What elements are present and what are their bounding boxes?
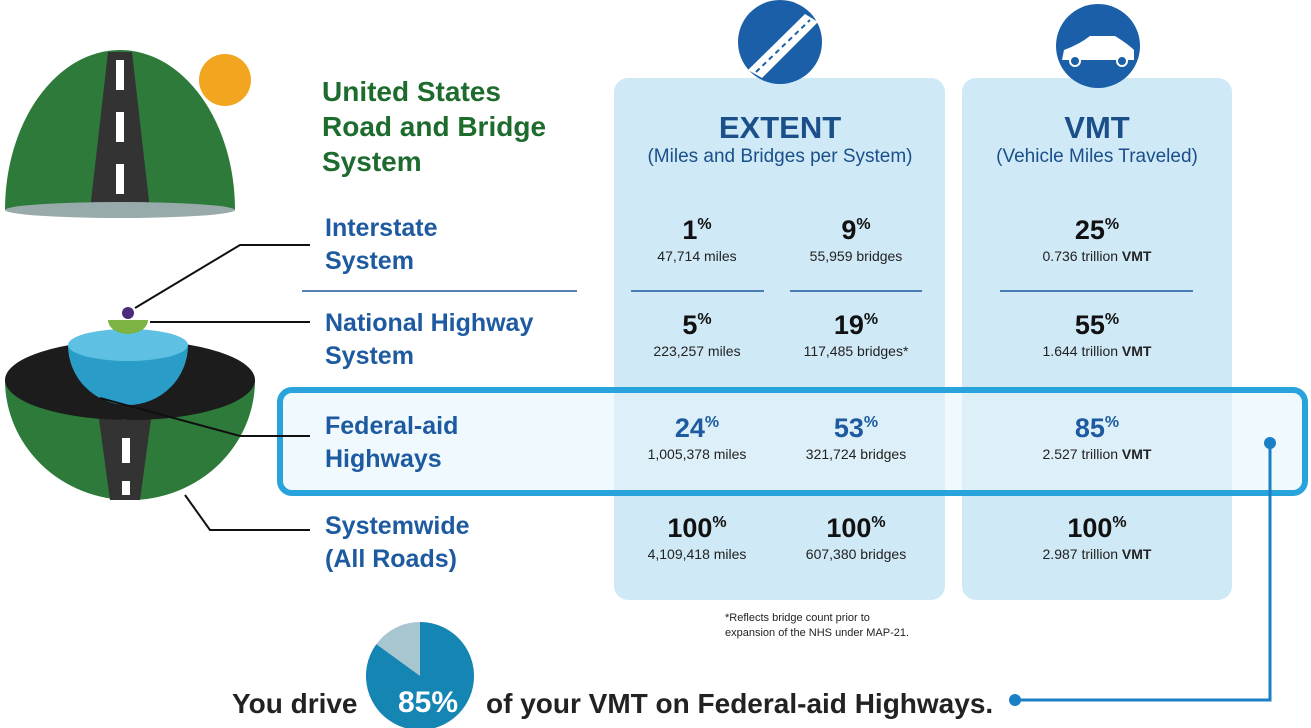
percent: 100% [667,515,726,542]
percent-sign: % [864,414,878,431]
core [122,307,134,319]
row-name: System [325,249,414,274]
column-subheading: (Miles and Bridges per System) [647,147,912,166]
vmt-label: 1.644 trillion VMT [1043,344,1152,358]
row-name: National Highway [325,311,533,336]
percent: 5% [682,312,711,339]
percent-sign: % [1105,311,1119,328]
vmt-unit: VMT [1122,546,1152,562]
percent-value: 53 [834,413,864,443]
hemisphere-edge [5,202,235,218]
percent-sign: % [1105,414,1119,431]
infographic: United States Road and Bridge System EXTENT… [0,0,1311,728]
connector-dot [1264,437,1276,449]
bridges-label: 321,724 bridges [806,447,906,461]
percent: 100% [826,515,885,542]
sun [199,54,251,106]
leader [135,245,310,308]
row-name: System [325,344,414,369]
percent-value: 5 [682,310,697,340]
vmt-unit: VMT [1122,343,1152,359]
percent: 55% [1075,312,1119,339]
pie-value: 85 [398,686,431,719]
car-icon-wheel [1117,56,1127,66]
row-name: Systemwide [325,514,470,539]
row-name: Interstate [325,216,438,241]
percent-value: 100 [667,513,712,543]
percent: 100% [1067,515,1126,542]
miles-label: 47,714 miles [657,249,736,263]
percent: 1% [682,217,711,244]
vmt-label: 0.736 trillion VMT [1043,249,1152,263]
pie-label: 85% [398,688,458,718]
vmt-unit: VMT [1122,248,1152,264]
column-heading: EXTENT [719,112,841,143]
row-name: (All Roads) [325,547,457,572]
vmt-amount: 0.736 trillion [1043,248,1119,264]
highlight-box [280,390,1305,493]
percent: 9% [841,217,870,244]
percent-sign: % [697,216,711,233]
column-heading: VMT [1064,112,1129,143]
connector-dot [1009,694,1021,706]
row-name: Federal-aid [325,414,458,439]
percent-value: 19 [834,310,864,340]
bridges-label: 607,380 bridges [806,547,906,561]
percent: 85% [1075,415,1119,442]
title-line: System [322,148,422,176]
percent: 25% [1075,217,1119,244]
vmt-label: 2.987 trillion VMT [1043,547,1152,561]
percent-value: 85 [1075,413,1105,443]
percent-value: 100 [1067,513,1112,543]
percent: 19% [834,312,878,339]
row-name: Highways [325,447,442,472]
percent-sign: % [1105,216,1119,233]
percent-sign: % [431,686,458,719]
percent-sign: % [705,414,719,431]
title-line: United States [322,78,501,106]
miles-label: 1,005,378 miles [648,447,747,461]
bridges-label: 55,959 bridges [810,249,903,263]
vmt-amount: 2.527 trillion [1043,446,1119,462]
percent-sign: % [1112,514,1126,531]
car-icon-wheel [1070,56,1080,66]
column-subheading: (Vehicle Miles Traveled) [996,147,1198,166]
footnote: expansion of the NHS under MAP-21. [725,628,909,639]
bridges-label: 117,485 bridges* [804,344,909,358]
title-line: Road and Bridge [322,113,546,141]
vmt-amount: 2.987 trillion [1043,546,1119,562]
percent-value: 1 [682,215,697,245]
vmt-amount: 1.644 trillion [1043,343,1119,359]
vmt-unit: VMT [1122,446,1152,462]
miles-label: 4,109,418 miles [648,547,747,561]
miles-label: 223,257 miles [653,344,740,358]
percent-sign: % [697,311,711,328]
percent-value: 24 [675,413,705,443]
percent: 24% [675,415,719,442]
percent-sign: % [871,514,885,531]
percent: 53% [834,415,878,442]
percent-sign: % [856,216,870,233]
percent-value: 100 [826,513,871,543]
bottom-text: of your VMT on Federal-aid Highways. [486,690,993,718]
percent-value: 55 [1075,310,1105,340]
percent-value: 9 [841,215,856,245]
bottom-text: You drive [232,690,358,718]
percent-sign: % [864,311,878,328]
footnote: *Reflects bridge count prior to [725,613,870,624]
percent-value: 25 [1075,215,1105,245]
vmt-label: 2.527 trillion VMT [1043,447,1152,461]
percent-sign: % [712,514,726,531]
leader [185,495,310,530]
